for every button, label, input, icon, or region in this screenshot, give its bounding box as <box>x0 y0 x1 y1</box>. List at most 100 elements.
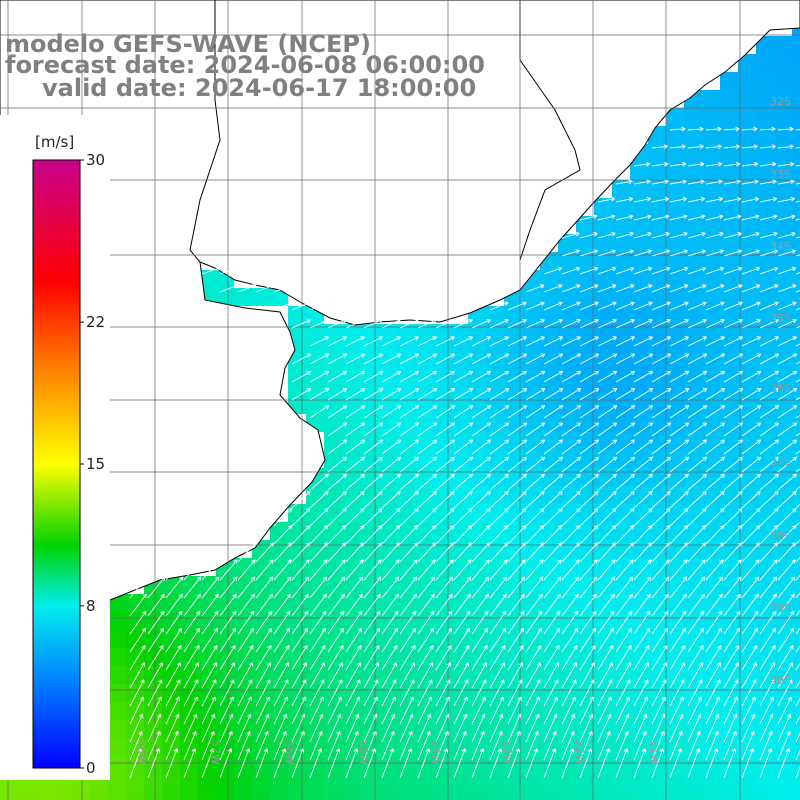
speed-cell <box>774 558 792 576</box>
speed-cell <box>630 612 648 630</box>
speed-cell <box>522 594 540 612</box>
speed-cell <box>792 666 800 684</box>
speed-cell <box>612 216 630 234</box>
wind-arrow <box>777 215 796 221</box>
speed-cell <box>612 504 630 522</box>
wind-arrow <box>795 147 800 149</box>
speed-cell <box>666 612 684 630</box>
wind-arrow <box>363 679 379 707</box>
speed-cell <box>792 108 800 126</box>
wind-arrow <box>795 645 800 653</box>
speed-cell <box>270 612 288 630</box>
wind-arrow <box>579 405 600 419</box>
wind-arrow <box>219 628 236 653</box>
wind-arrow <box>669 645 686 671</box>
speed-cell <box>666 378 684 396</box>
wind-arrow <box>309 576 328 599</box>
speed-cell <box>126 720 144 738</box>
speed-cell <box>558 414 576 432</box>
wind-arrow <box>579 302 599 311</box>
wind-arrow <box>147 696 162 725</box>
wind-arrow <box>543 593 561 617</box>
wind-arrow <box>273 508 293 527</box>
speed-cell <box>684 216 702 234</box>
wind-arrow <box>363 405 384 419</box>
wind-arrow <box>399 508 419 527</box>
speed-cell <box>522 576 540 594</box>
speed-cell <box>396 558 414 576</box>
wind-arrow <box>435 679 451 707</box>
speed-cell <box>270 720 288 738</box>
speed-cell <box>666 648 684 666</box>
speed-cell <box>468 792 486 800</box>
wind-arrow <box>525 353 545 365</box>
speed-cell <box>792 360 800 378</box>
wind-arrow <box>453 405 474 419</box>
wind-arrow <box>795 343 800 347</box>
wind-arrow <box>453 610 471 635</box>
speed-cell <box>396 432 414 450</box>
wind-arrow <box>345 525 365 545</box>
wind-arrow <box>471 525 491 545</box>
speed-cell <box>738 252 756 270</box>
wind-arrow <box>633 662 649 689</box>
wind-arrow <box>183 748 196 779</box>
wind-arrow <box>723 576 742 599</box>
wind-arrow <box>651 180 669 185</box>
speed-cell <box>504 450 522 468</box>
wind-arrow <box>327 576 346 599</box>
speed-cell <box>756 270 774 288</box>
speed-cell <box>396 342 414 360</box>
wind-arrow <box>705 198 723 203</box>
speed-cell <box>504 342 522 360</box>
wind-arrow <box>381 473 401 491</box>
wind-arrow <box>291 731 305 761</box>
speed-cell <box>630 522 648 540</box>
speed-cell <box>234 720 252 738</box>
wind-arrow <box>363 422 383 437</box>
wind-arrow <box>273 542 292 563</box>
wind-arrow <box>507 353 527 365</box>
wind-arrow <box>615 198 633 203</box>
wind-arrow <box>543 679 559 707</box>
speed-cell <box>666 306 684 324</box>
wind-arrow <box>651 163 669 167</box>
speed-cell <box>306 594 324 612</box>
speed-cell <box>522 558 540 576</box>
land-mask <box>0 0 800 616</box>
wind-arrow <box>129 645 146 671</box>
wind-arrow <box>795 254 800 257</box>
speed-cell <box>612 792 630 800</box>
speed-cell <box>756 720 774 738</box>
wind-arrow <box>633 319 653 329</box>
speed-cell <box>702 396 720 414</box>
lat-label: 36S <box>770 382 791 395</box>
wind-arrow <box>417 388 437 401</box>
wind-arrow <box>165 748 178 779</box>
wind-arrow <box>579 336 599 347</box>
wind-arrow <box>471 473 491 491</box>
speed-cell <box>792 144 800 162</box>
wind-arrow <box>795 662 800 671</box>
speed-cell <box>738 684 756 702</box>
wind-arrow <box>309 319 329 329</box>
colorbar-tick-label: 8 <box>86 597 96 615</box>
speed-cell <box>630 540 648 558</box>
speed-cell <box>738 126 756 144</box>
wind-arrow <box>147 748 160 779</box>
speed-cell <box>216 720 234 738</box>
wind-arrow <box>165 662 181 689</box>
speed-cell <box>306 522 324 540</box>
wind-arrow <box>741 267 760 275</box>
speed-cell <box>234 630 252 648</box>
wind-arrow <box>327 542 346 563</box>
wind-arrow <box>777 713 791 743</box>
speed-cell <box>72 792 90 800</box>
wind-arrow <box>129 662 145 689</box>
speed-cell <box>702 198 720 216</box>
wind-arrow <box>633 336 653 347</box>
speed-cell <box>522 450 540 468</box>
speed-cell <box>450 720 468 738</box>
speed-cell <box>792 702 800 720</box>
wind-arrow <box>291 542 310 563</box>
